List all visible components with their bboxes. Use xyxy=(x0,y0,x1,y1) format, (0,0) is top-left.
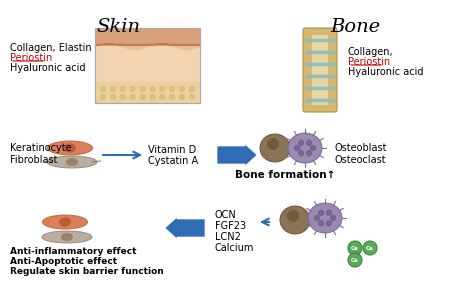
FancyArrow shape xyxy=(217,144,257,166)
Ellipse shape xyxy=(47,156,97,168)
FancyArrow shape xyxy=(165,217,205,239)
Circle shape xyxy=(327,210,331,215)
Circle shape xyxy=(120,86,125,92)
Circle shape xyxy=(130,86,135,92)
Circle shape xyxy=(319,210,323,215)
FancyBboxPatch shape xyxy=(95,46,200,81)
Circle shape xyxy=(120,94,125,100)
Circle shape xyxy=(140,86,145,92)
Circle shape xyxy=(299,140,303,145)
Circle shape xyxy=(294,146,300,150)
Text: Osteoblast: Osteoblast xyxy=(335,143,388,153)
Circle shape xyxy=(315,215,319,221)
Text: Osteoclast: Osteoclast xyxy=(335,155,387,165)
Text: Anti-inflammatory effect: Anti-inflammatory effect xyxy=(10,247,137,257)
Text: Collagen,: Collagen, xyxy=(348,47,393,57)
Circle shape xyxy=(180,86,184,92)
Circle shape xyxy=(160,94,165,100)
Ellipse shape xyxy=(66,158,78,166)
Ellipse shape xyxy=(61,233,73,241)
Ellipse shape xyxy=(59,217,71,227)
Circle shape xyxy=(307,151,311,156)
Text: FGF23: FGF23 xyxy=(215,221,246,231)
Circle shape xyxy=(327,221,331,226)
FancyBboxPatch shape xyxy=(303,28,337,112)
Circle shape xyxy=(348,253,362,267)
Circle shape xyxy=(348,241,362,255)
Circle shape xyxy=(110,86,115,92)
FancyBboxPatch shape xyxy=(95,28,200,103)
Text: Ca: Ca xyxy=(351,257,359,263)
Text: Anti-Apoptotic effect: Anti-Apoptotic effect xyxy=(10,257,117,267)
Circle shape xyxy=(170,86,175,92)
Circle shape xyxy=(190,94,194,100)
Circle shape xyxy=(319,221,323,226)
Text: Skin: Skin xyxy=(96,18,140,36)
Text: Cystatin A: Cystatin A xyxy=(148,156,198,166)
Ellipse shape xyxy=(288,133,322,163)
Circle shape xyxy=(110,94,115,100)
Text: Periostin: Periostin xyxy=(348,57,390,67)
Text: Ca: Ca xyxy=(351,245,359,251)
Ellipse shape xyxy=(308,203,342,233)
Circle shape xyxy=(330,215,336,221)
Text: Keratinocyte: Keratinocyte xyxy=(10,143,72,153)
Ellipse shape xyxy=(287,210,299,222)
Text: Hyaluronic acid: Hyaluronic acid xyxy=(10,63,85,73)
Circle shape xyxy=(310,146,316,150)
Circle shape xyxy=(170,94,175,100)
Text: Bone: Bone xyxy=(330,18,380,36)
Circle shape xyxy=(140,94,145,100)
Circle shape xyxy=(160,86,165,92)
Circle shape xyxy=(150,94,155,100)
Ellipse shape xyxy=(64,144,76,152)
Ellipse shape xyxy=(42,231,92,243)
Circle shape xyxy=(100,86,106,92)
Text: OCN: OCN xyxy=(215,210,237,220)
Circle shape xyxy=(363,241,377,255)
Text: Vitamin D: Vitamin D xyxy=(148,145,196,155)
FancyBboxPatch shape xyxy=(312,35,328,105)
FancyBboxPatch shape xyxy=(95,81,200,103)
Ellipse shape xyxy=(280,206,310,234)
Circle shape xyxy=(299,151,303,156)
Ellipse shape xyxy=(43,215,88,229)
Circle shape xyxy=(150,86,155,92)
Text: Periostin: Periostin xyxy=(10,53,52,63)
Ellipse shape xyxy=(260,134,290,162)
Text: Collagen, Elastin: Collagen, Elastin xyxy=(10,43,91,53)
Text: Regulate skin barrier function: Regulate skin barrier function xyxy=(10,267,164,277)
Circle shape xyxy=(190,86,194,92)
Ellipse shape xyxy=(267,138,279,150)
Circle shape xyxy=(100,94,106,100)
Circle shape xyxy=(180,94,184,100)
Ellipse shape xyxy=(47,141,92,155)
Text: Hyaluronic acid: Hyaluronic acid xyxy=(348,67,423,77)
Circle shape xyxy=(307,140,311,145)
FancyBboxPatch shape xyxy=(95,28,200,46)
Circle shape xyxy=(130,94,135,100)
Text: Bone formation↑: Bone formation↑ xyxy=(235,170,335,180)
Text: Ca: Ca xyxy=(366,245,374,251)
Text: Calcium: Calcium xyxy=(215,243,255,253)
Text: Fibroblast: Fibroblast xyxy=(10,155,57,165)
Text: LCN2: LCN2 xyxy=(215,232,241,242)
